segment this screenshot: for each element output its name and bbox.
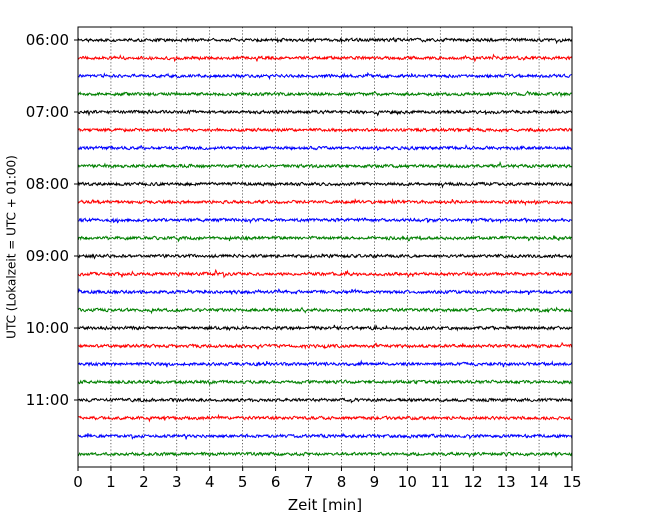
- y-tick-label: 07:00: [26, 103, 69, 121]
- x-tick-label: 8: [337, 473, 347, 491]
- trace-07:15: [77, 127, 573, 133]
- x-tick-label: 14: [530, 473, 549, 491]
- x-tick-label: 4: [205, 473, 215, 491]
- trace-09:00: [77, 253, 573, 260]
- x-tick-label: 3: [172, 473, 182, 491]
- trace-10:45: [77, 379, 573, 387]
- y-tick-label: 06:00: [26, 31, 69, 49]
- trace-07:30: [77, 144, 573, 152]
- trace-10:00: [77, 324, 573, 332]
- trace-09:30: [77, 287, 573, 296]
- x-tick-label: 9: [370, 473, 380, 491]
- trace-11:00: [77, 397, 573, 404]
- y-axis: 06:00 07:00 08:00 09:00 10:00 11:00: [26, 31, 78, 409]
- trace-07:45: [77, 160, 573, 169]
- plot-frame: [77, 26, 573, 468]
- x-axis: 0 1 2 3 4 5 6 7 8 9 10 11 12 13 14 15: [73, 467, 582, 491]
- trace-08:15: [77, 198, 573, 207]
- x-tick-label: 5: [238, 473, 248, 491]
- x-tick-label: 13: [497, 473, 516, 491]
- y-tick-label: 09:00: [26, 247, 69, 265]
- x-axis-label: Zeit [min]: [288, 496, 362, 514]
- trace-08:00: [77, 181, 573, 189]
- y-tick-label: 10:00: [26, 319, 69, 337]
- y-tick-label: 11:00: [26, 391, 69, 409]
- x-tick-label: 2: [139, 473, 149, 491]
- trace-layer: [77, 37, 573, 459]
- x-tick-label: 6: [271, 473, 281, 491]
- trace-09:45: [77, 306, 573, 315]
- trace-06:15: [77, 53, 573, 63]
- x-tick-label: 7: [304, 473, 314, 491]
- y-tick-label: 08:00: [26, 175, 69, 193]
- trace-06:45: [77, 90, 573, 98]
- trace-06:00: [77, 37, 573, 45]
- x-tick-label: 0: [73, 473, 83, 491]
- trace-08:45: [77, 235, 573, 243]
- trace-10:15: [77, 341, 573, 350]
- x-tick-label: 15: [562, 473, 581, 491]
- trace-11:45: [77, 451, 573, 459]
- y-axis-label: UTC (Lokalzeit = UTC + 01:00): [5, 155, 19, 339]
- trace-09:15: [77, 268, 573, 279]
- x-tick-label: 10: [398, 473, 417, 491]
- trace-10:30: [77, 359, 573, 368]
- x-tick-label: 12: [464, 473, 483, 491]
- x-tick-label: 11: [431, 473, 450, 491]
- trace-08:30: [77, 217, 573, 225]
- trace-11:15: [77, 413, 573, 423]
- x-tick-label: 1: [106, 473, 116, 491]
- trace-11:30: [77, 432, 573, 440]
- trace-06:30: [77, 71, 573, 81]
- trace-07:00: [77, 109, 573, 117]
